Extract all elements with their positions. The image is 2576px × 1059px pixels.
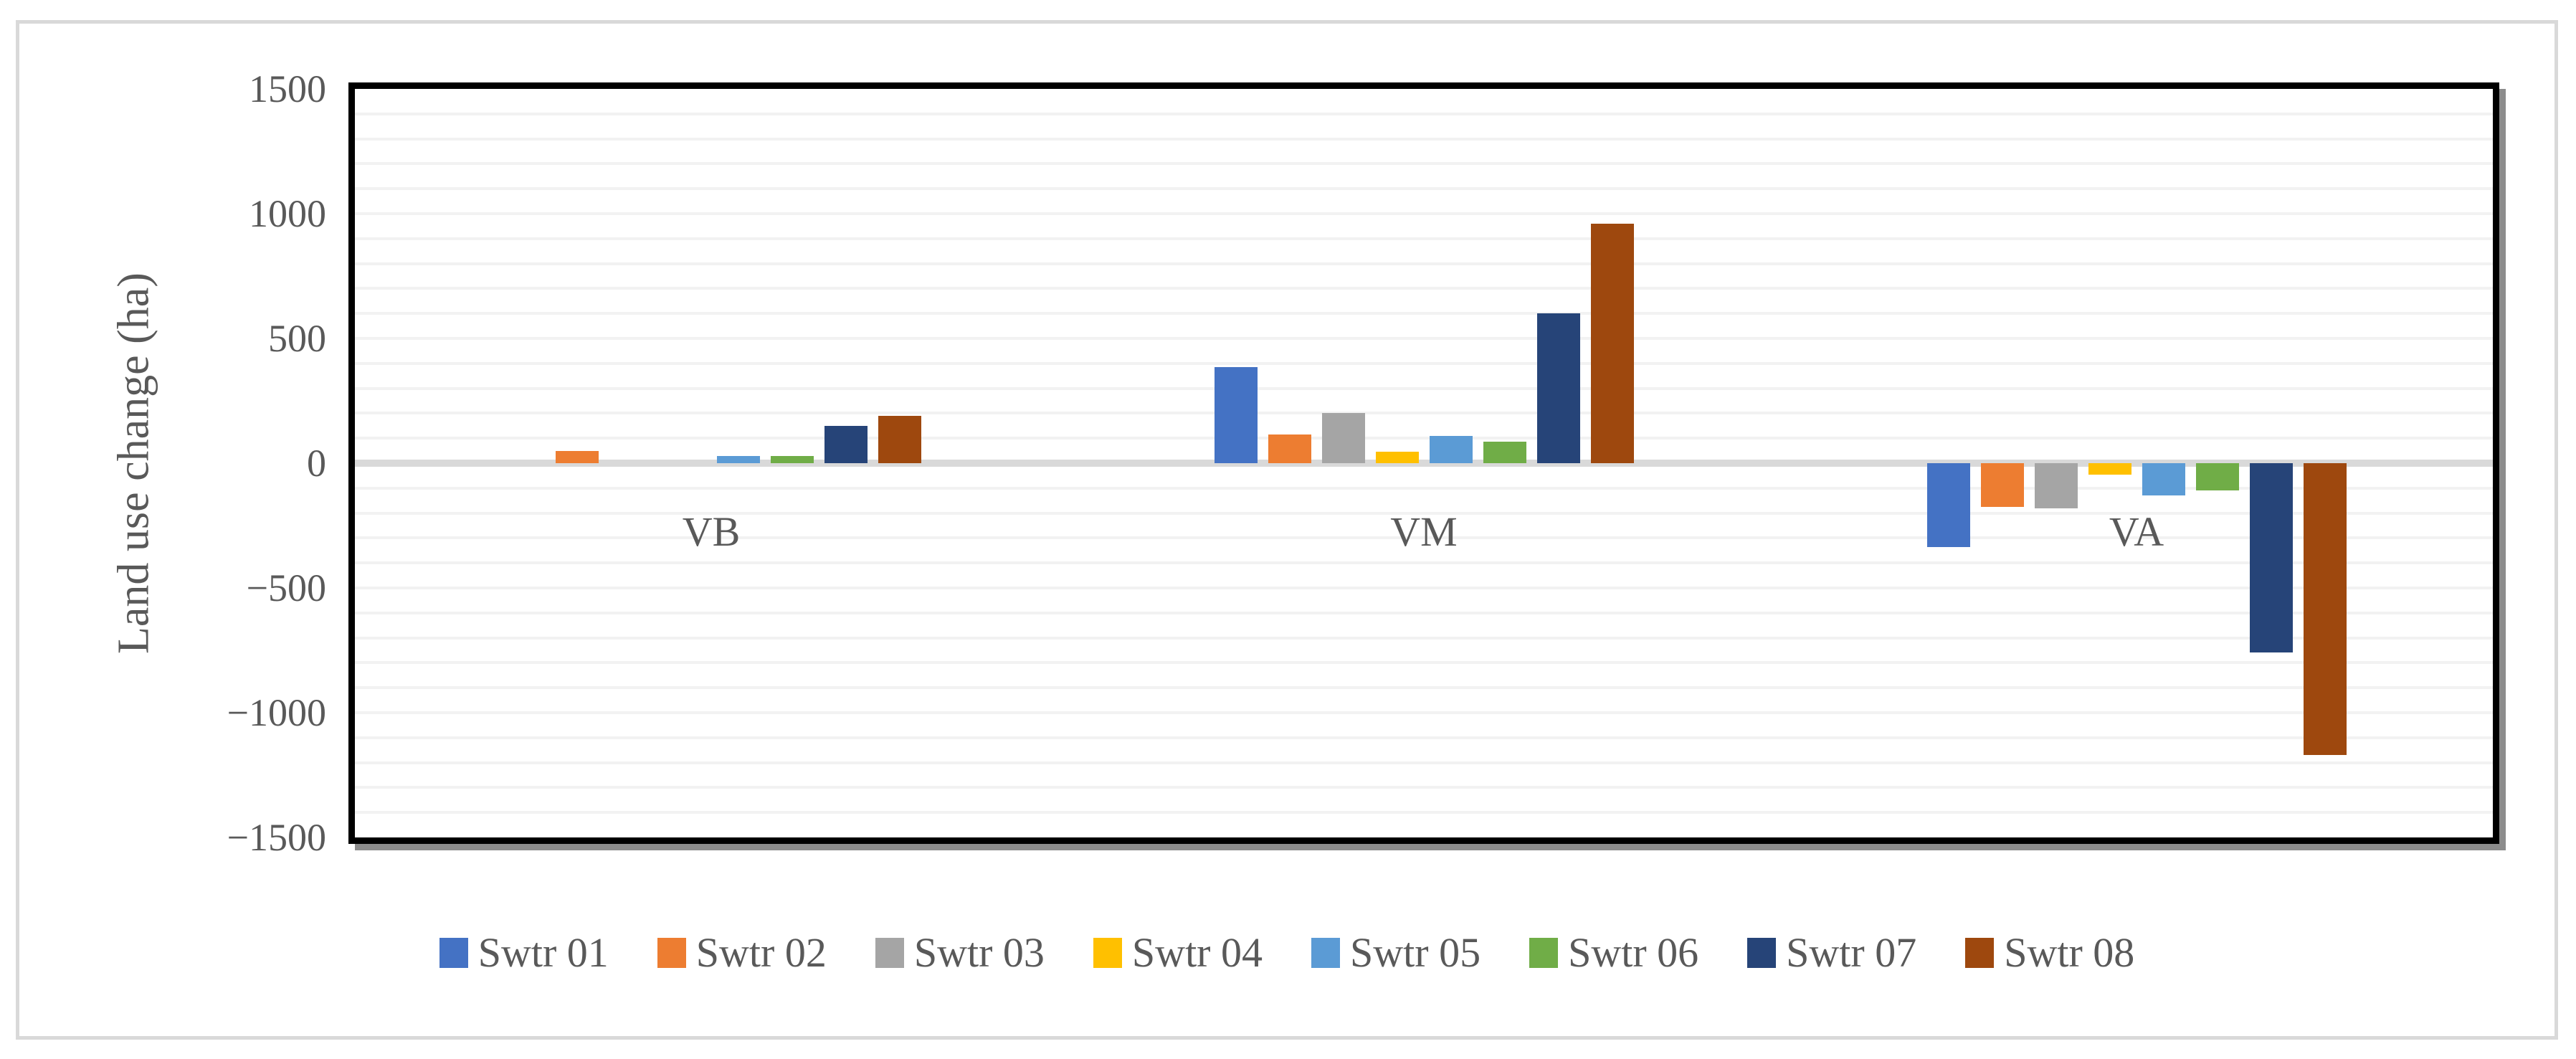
bar-swtr-06-vb (770, 456, 814, 463)
bar-swtr-06-va (2195, 463, 2239, 491)
gridline (355, 611, 2493, 614)
legend-item-swtr-08: Swtr 08 (1965, 929, 2134, 977)
gridline (355, 587, 2493, 589)
legend-swatch-icon (1529, 937, 1559, 968)
gridline (355, 337, 2493, 340)
legend-swatch-icon (1093, 937, 1122, 968)
gridline (355, 636, 2493, 640)
bar-swtr-07-vb (824, 425, 868, 463)
legend-swatch-icon (875, 937, 904, 968)
bar-swtr-03-va (2034, 463, 2078, 508)
y-tick-label: 0 (307, 442, 326, 485)
legend-swatch-icon (657, 937, 686, 968)
legend-label: Swtr 03 (913, 929, 1045, 976)
bar-swtr-04-va (2088, 463, 2131, 475)
legend-item-swtr-04: Swtr 04 (1093, 929, 1263, 977)
legend: Swtr 01 Swtr 02 Swtr 03 Swtr 04 Swtr 05 Swtr … (19, 929, 2554, 977)
legend-item-swtr-07: Swtr 07 (1747, 929, 1916, 977)
gridline (355, 811, 2493, 815)
gridline (355, 437, 2493, 440)
gridline (355, 711, 2493, 714)
y-tick-label: 1000 (249, 192, 326, 235)
bar-swtr-02-vm (1268, 434, 1311, 463)
bar-swtr-06-vm (1483, 442, 1526, 463)
legend-label: Swtr 01 (477, 929, 609, 976)
legend-item-swtr-01: Swtr 01 (439, 929, 609, 977)
gridline (355, 212, 2493, 215)
legend-item-swtr-02: Swtr 02 (657, 929, 827, 977)
y-tick-label: −500 (246, 566, 326, 609)
category-label-vm: VM (1390, 508, 1458, 555)
legend-label: Swtr 02 (695, 929, 827, 976)
y-tick-label: 1500 (249, 67, 326, 110)
gridline (355, 162, 2493, 166)
legend-label: Swtr 04 (1131, 929, 1263, 976)
figure-frame: Land use change (ha) 1500 1000 500 0 −500 −10… (16, 20, 2558, 1040)
bar-swtr-02-va (1980, 463, 2024, 507)
bar-swtr-05-va (2142, 463, 2185, 496)
legend-label: Swtr 05 (1350, 929, 1481, 976)
bar-swtr-01-va (1926, 463, 1970, 547)
bar-swtr-08-vm (1590, 223, 1634, 463)
gridline (355, 561, 2493, 565)
bar-swtr-03-vm (1321, 413, 1365, 463)
legend-item-swtr-05: Swtr 05 (1311, 929, 1481, 977)
bar-swtr-07-vm (1536, 313, 1580, 463)
gridline (355, 736, 2493, 739)
gridline (355, 412, 2493, 415)
gridline (355, 112, 2493, 115)
gridline (355, 287, 2493, 290)
legend-swatch-icon (1747, 937, 1777, 968)
gridline (355, 187, 2493, 191)
bar-swtr-02-vb (555, 450, 599, 463)
legend-swatch-icon (1965, 937, 1995, 968)
bar-swtr-04-vm (1375, 452, 1419, 463)
legend-label: Swtr 06 (1568, 929, 1699, 976)
y-axis-title: Land use change (ha) (109, 272, 158, 654)
gridline (355, 786, 2493, 789)
plot-area: VB VM VA (355, 89, 2493, 837)
legend-label: Swtr 07 (1786, 929, 1917, 976)
gridline (355, 511, 2493, 515)
gridline (355, 686, 2493, 690)
gridline (355, 262, 2493, 265)
gridline (355, 237, 2493, 240)
gridline (355, 312, 2493, 315)
bar-swtr-05-vb (716, 455, 760, 463)
category-label-va: VA (2109, 508, 2164, 555)
y-tick-label: −1500 (227, 816, 326, 859)
gridline (355, 361, 2493, 365)
y-tick-label: −1000 (227, 691, 326, 734)
legend-swatch-icon (1311, 937, 1340, 968)
zero-axis-line (355, 460, 2493, 467)
bar-swtr-05-vm (1429, 435, 1473, 463)
bar-swtr-01-vm (1214, 367, 1258, 463)
gridline (355, 536, 2493, 540)
legend-item-swtr-03: Swtr 03 (875, 929, 1045, 977)
gridline (355, 137, 2493, 141)
legend-item-swtr-06: Swtr 06 (1529, 929, 1698, 977)
gridline (355, 661, 2493, 665)
category-label-vb: VB (682, 508, 741, 555)
y-tick-label: 500 (268, 317, 326, 360)
legend-label: Swtr 08 (2004, 929, 2135, 976)
gridline (355, 761, 2493, 764)
bar-swtr-07-va (2249, 463, 2293, 653)
legend-swatch-icon (439, 937, 468, 968)
bar-swtr-08-vb (878, 415, 921, 463)
bar-swtr-08-va (2303, 463, 2347, 756)
gridline (355, 486, 2493, 490)
gridline (355, 386, 2493, 390)
